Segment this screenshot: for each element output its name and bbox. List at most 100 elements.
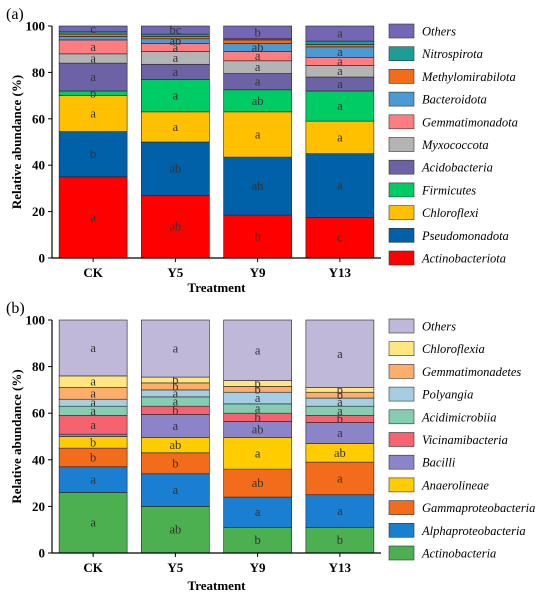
legend-item: Others [388,23,456,39]
x-axis-title: Treatment [188,578,247,593]
significance-letter: b [337,383,343,397]
legend-swatch [388,69,415,84]
significance-letter: b [90,86,96,100]
y-tick-label: 40 [32,158,45,173]
significance-letter: ab [169,523,181,537]
legend-item: Gemmatimonadota [388,114,518,129]
significance-letter: a [255,446,261,460]
bar-segment [223,319,292,381]
y-tick-label: 60 [32,406,45,421]
significance-letter: b [90,450,96,464]
significance-letter: a [255,391,261,405]
significance-letter: a [173,342,179,356]
significance-letter: a [337,130,343,144]
x-tick-label: Y5 [167,265,183,280]
legend-swatch [388,318,415,334]
y-tick-label: 20 [32,499,45,514]
significance-letter: b [255,410,261,424]
legend-swatch [388,228,415,243]
bar-segment [305,319,375,388]
significance-letter: a [337,45,343,59]
legend-label: Gemmatimonadota [422,115,518,129]
y-tick-label: 100 [26,19,46,34]
legend-item: Acidobacteria [388,159,493,175]
y-tick-label: 80 [32,65,45,80]
significance-letter: a [255,49,261,63]
legend-label: Firmicutes [421,183,476,197]
legend-label: Chloroflexia [422,342,485,356]
y-tick-label: 80 [32,359,45,374]
bar-segment [305,461,375,496]
panel-a-stacked-bar-chart: (a)ababaaacababaaaaaabbcbabaabaaaabbcaaa… [6,6,518,295]
legend-swatch [388,477,415,493]
significance-letter: ab [169,34,181,48]
bar-segment [141,506,210,554]
legend-label: Gemmatimonadetes [422,365,521,379]
significance-letter: b [90,147,96,161]
bar-segment [141,141,210,196]
significance-letter: a [337,54,343,68]
significance-letter: ab [252,179,264,193]
legend-item: Alphaproteobacteria [388,522,526,538]
legend-item: Bacteroidota [388,91,487,107]
legend-label: Others [422,320,456,334]
significance-letter: b [255,25,261,39]
bar-segment [305,153,375,218]
legend-swatch [388,409,415,425]
bar-segment [223,527,292,554]
legend-item: Myxococcota [388,137,489,152]
legend-item: Polyangia [388,386,473,402]
legend-label: Actinobacteria [421,547,496,561]
significance-letter: a [90,418,96,432]
legend-label: Acidobacteria [421,161,493,175]
legend-swatch [388,341,415,357]
bar-segment [305,120,375,154]
significance-letter: a [337,404,343,418]
bar-segment [305,90,375,122]
significance-letter: b [255,382,261,396]
significance-letter: b [337,412,343,426]
legend-item: Acidimicrobiia [388,409,497,425]
significance-letter: a [173,419,179,433]
legend-label: Anaerolineae [421,478,489,492]
legend-label: Vicinamibacteria [422,433,508,447]
legend-label: Alphaproteobacteria [421,524,526,538]
legend-label: Bacilli [422,456,456,470]
bar-segment [305,40,375,45]
significance-letter: a [255,75,261,89]
significance-letter: b [255,230,261,244]
bar-segment [141,111,210,143]
significance-letter: a [90,375,96,389]
significance-letter: b [255,533,261,547]
significance-letter: a [90,40,96,54]
bar-segment [141,79,210,113]
legend-swatch [388,250,415,266]
significance-letter: a [173,386,179,400]
legend-item: Actinobacteriota [388,250,506,266]
significance-letter: ab [252,40,264,54]
panel-b-stacked-bar-chart: (b)aabbaaaaaaababababaabbabaabaabbaabbab… [6,300,535,593]
x-tick-label: Y9 [250,560,266,575]
significance-letter: b [337,533,343,547]
legend-label: Bacteroidota [422,93,487,107]
significance-letter: a [337,179,343,193]
significance-letter: ab [169,220,181,234]
x-tick-label: Y5 [167,560,183,575]
legend-swatch [388,500,415,515]
legend-label: Actinobacteriota [421,252,506,266]
bars: aabbaaaaaaababababaabbabaabaabbaabbabaaa… [58,319,375,554]
bar-segment [58,176,128,259]
bar-segment [141,473,210,507]
significance-letter: a [337,347,343,361]
legend-swatch [388,159,415,175]
significance-letter: a [90,51,96,65]
y-tick-label: 100 [26,313,46,328]
legend-label: Gammaproteobacteria [422,501,535,515]
significance-letter: a [337,504,343,518]
legend-swatch [388,454,415,470]
significance-letter: c [337,231,343,245]
significance-letter: a [90,210,96,224]
bar-segment [305,25,375,42]
significance-letter: ab [252,94,264,108]
